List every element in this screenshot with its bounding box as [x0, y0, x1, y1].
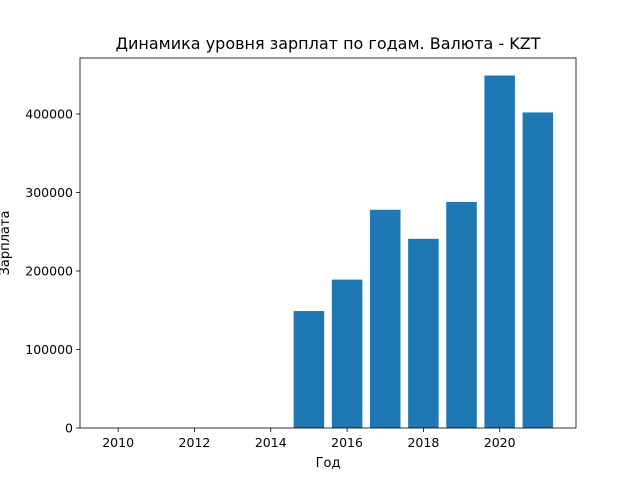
bar-2020 — [484, 75, 515, 428]
x-axis-label: Год — [316, 456, 341, 471]
x-tick-label: 2018 — [407, 435, 439, 450]
y-tick-label: 0 — [65, 421, 73, 436]
y-tick-label: 300000 — [25, 185, 73, 200]
bar-2017 — [369, 209, 401, 428]
bar-2015 — [293, 311, 325, 428]
bars-group — [293, 75, 554, 429]
x-axis-ticks: 2010 2012 2014 2016 2018 2020 — [102, 428, 516, 450]
x-tick-label: 2010 — [102, 435, 134, 450]
x-tick-label: 2016 — [331, 435, 363, 450]
x-tick-label: 2012 — [179, 435, 211, 450]
chart-title: Динамика уровня зарплат по годам. Валюта… — [116, 34, 541, 53]
y-axis-ticks: 0 100000 200000 300000 400000 — [25, 107, 80, 436]
y-tick-label: 200000 — [25, 264, 73, 279]
bar-2019 — [446, 201, 477, 428]
x-tick-label: 2014 — [255, 435, 287, 450]
x-tick-label: 2020 — [484, 435, 516, 450]
bar-2016 — [331, 279, 363, 428]
plot-frame — [79, 57, 577, 429]
y-tick-label: 400000 — [25, 107, 73, 122]
bar-2018 — [408, 238, 439, 428]
bar-2021 — [522, 112, 554, 429]
y-tick-label: 100000 — [25, 342, 73, 357]
y-axis-label: Зарплата — [0, 211, 13, 276]
